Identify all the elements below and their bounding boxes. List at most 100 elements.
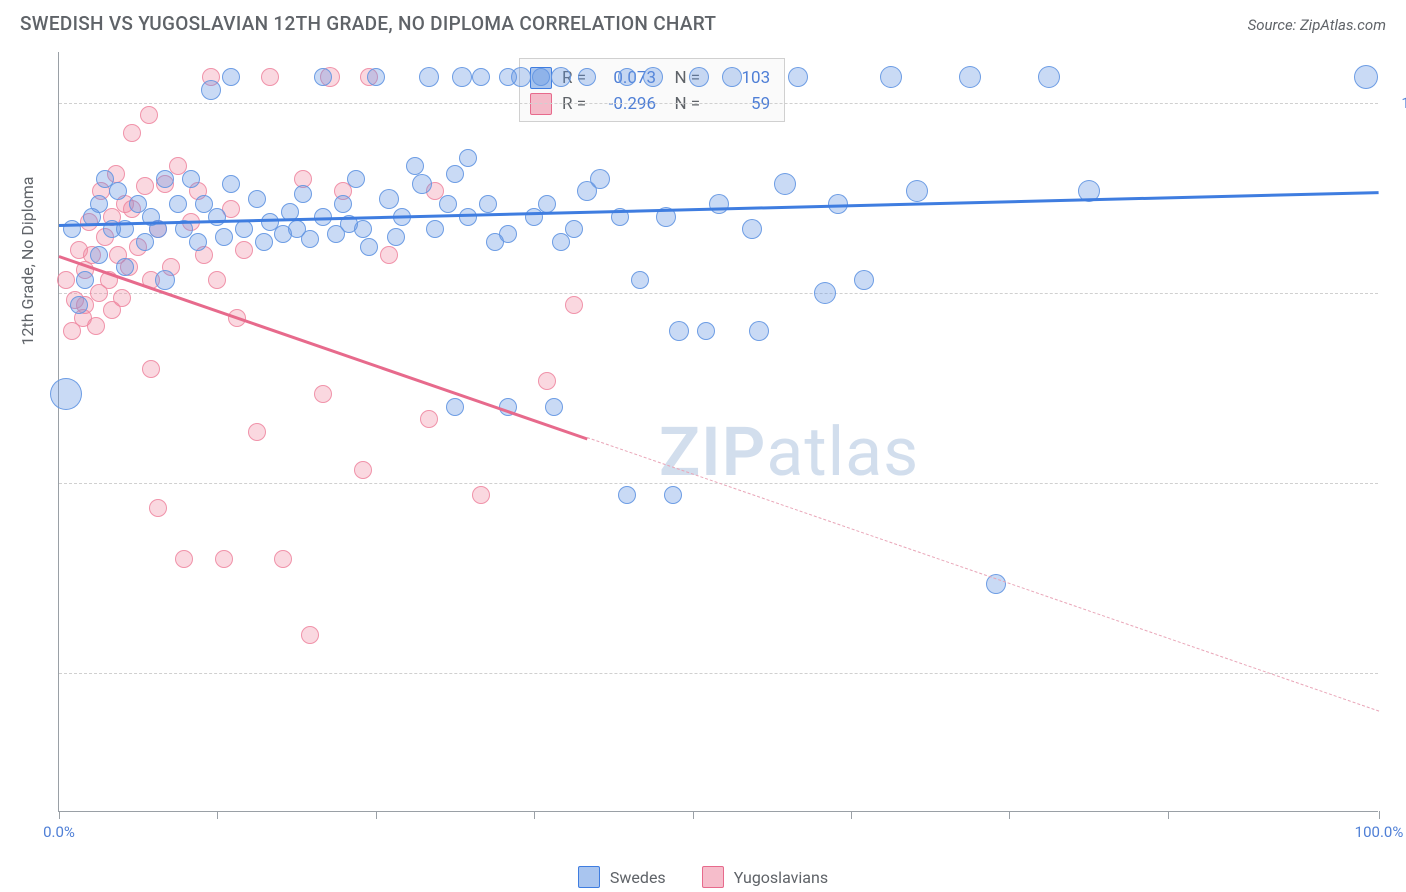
scatter-point-blue <box>459 208 477 226</box>
scatter-point-blue <box>354 220 372 238</box>
bottom-legend: Swedes Yugoslavians <box>0 866 1406 888</box>
scatter-point-blue <box>334 195 352 213</box>
scatter-point-blue <box>854 270 874 290</box>
scatter-point-blue <box>426 220 444 238</box>
scatter-point-blue <box>788 67 808 87</box>
scatter-point-pink <box>142 360 160 378</box>
scatter-point-blue <box>643 67 663 87</box>
gridline-horizontal <box>59 103 1378 104</box>
scatter-point-blue <box>208 208 226 226</box>
x-tick-mark <box>217 811 218 819</box>
x-tick-mark <box>534 811 535 819</box>
scatter-point-blue <box>742 219 762 239</box>
scatter-point-pink <box>301 626 319 644</box>
scatter-point-blue <box>182 170 200 188</box>
scatter-point-blue <box>479 195 497 213</box>
scatter-point-blue <box>314 68 332 86</box>
scatter-point-blue <box>248 190 266 208</box>
scatter-point-blue <box>156 170 174 188</box>
scatter-point-blue <box>1354 65 1378 89</box>
scatter-point-blue <box>116 258 134 276</box>
scatter-point-pink <box>261 68 279 86</box>
scatter-point-blue <box>446 398 464 416</box>
watermark-text: ZIPatlas <box>659 412 919 492</box>
scatter-point-blue <box>201 80 221 100</box>
scatter-point-blue <box>959 66 981 88</box>
scatter-point-blue <box>618 68 636 86</box>
scatter-point-blue <box>749 321 769 341</box>
scatter-point-blue <box>631 271 649 289</box>
scatter-point-pink <box>208 271 226 289</box>
scatter-point-pink <box>248 423 266 441</box>
scatter-point-blue <box>379 189 399 209</box>
scatter-point-blue <box>90 195 108 213</box>
x-tick-mark <box>1379 811 1380 819</box>
scatter-point-pink <box>175 550 193 568</box>
chart-source: Source: ZipAtlas.com <box>1248 16 1386 34</box>
scatter-point-blue <box>419 67 439 87</box>
scatter-point-blue <box>511 67 531 87</box>
scatter-point-blue <box>545 398 563 416</box>
scatter-point-pink <box>149 499 167 517</box>
scatter-point-pink <box>235 241 253 259</box>
scatter-point-pink <box>538 372 556 390</box>
scatter-point-blue <box>590 169 610 189</box>
gridline-horizontal <box>59 673 1378 674</box>
legend-swatch-pink-icon <box>702 866 724 888</box>
scatter-point-blue <box>538 195 556 213</box>
stats-n-label: N = <box>666 94 700 114</box>
scatter-point-blue <box>472 68 490 86</box>
scatter-point-blue <box>70 296 88 314</box>
legend-item-pink: Yugoslavians <box>702 866 828 888</box>
scatter-point-blue <box>90 246 108 264</box>
scatter-point-blue <box>50 378 82 410</box>
scatter-point-blue <box>1038 66 1060 88</box>
stats-r-value-pink: -0.296 <box>596 94 656 114</box>
x-tick-mark <box>376 811 377 819</box>
scatter-point-blue <box>814 282 836 304</box>
scatter-point-pink <box>420 410 438 428</box>
scatter-point-pink <box>472 486 490 504</box>
scatter-point-blue <box>360 238 378 256</box>
stats-r-label: R = <box>562 94 586 114</box>
scatter-point-blue <box>499 225 517 243</box>
scatter-point-blue <box>774 173 796 195</box>
scatter-point-blue <box>255 233 273 251</box>
scatter-point-blue <box>669 321 689 341</box>
scatter-point-blue <box>294 185 312 203</box>
scatter-point-blue <box>155 270 175 290</box>
scatter-point-blue <box>347 170 365 188</box>
scatter-point-blue <box>722 67 742 87</box>
scatter-point-blue <box>301 230 319 248</box>
scatter-point-blue <box>76 271 94 289</box>
legend-item-blue: Swedes <box>578 866 666 888</box>
scatter-point-blue <box>565 220 583 238</box>
scatter-point-pink <box>314 385 332 403</box>
scatter-point-pink <box>87 317 105 335</box>
stats-swatch-pink-icon <box>530 93 552 115</box>
x-tick-mark <box>1168 811 1169 819</box>
stats-n-value-pink: 59 <box>710 94 770 114</box>
scatter-point-blue <box>235 220 253 238</box>
scatter-point-blue <box>189 233 207 251</box>
scatter-point-pink <box>274 550 292 568</box>
scatter-point-pink <box>354 461 372 479</box>
x-tick-mark <box>693 811 694 819</box>
scatter-point-pink <box>380 246 398 264</box>
scatter-point-blue <box>551 67 571 87</box>
stats-row-pink: R = -0.296 N = 59 <box>530 91 770 117</box>
scatter-point-pink <box>113 289 131 307</box>
y-tick-label: 85.0% <box>1386 474 1406 492</box>
scatter-point-blue <box>664 486 682 504</box>
scatter-point-blue <box>452 67 472 87</box>
scatter-point-pink <box>565 296 583 314</box>
scatter-point-blue <box>215 228 233 246</box>
scatter-point-blue <box>689 67 709 87</box>
y-tick-label: 100.0% <box>1386 94 1406 112</box>
scatter-point-blue <box>578 68 596 86</box>
scatter-point-blue <box>532 68 550 86</box>
x-tick-label-max: 100.0% <box>1355 823 1404 841</box>
legend-swatch-blue-icon <box>578 866 600 888</box>
scatter-point-blue <box>169 195 187 213</box>
scatter-point-blue <box>222 68 240 86</box>
